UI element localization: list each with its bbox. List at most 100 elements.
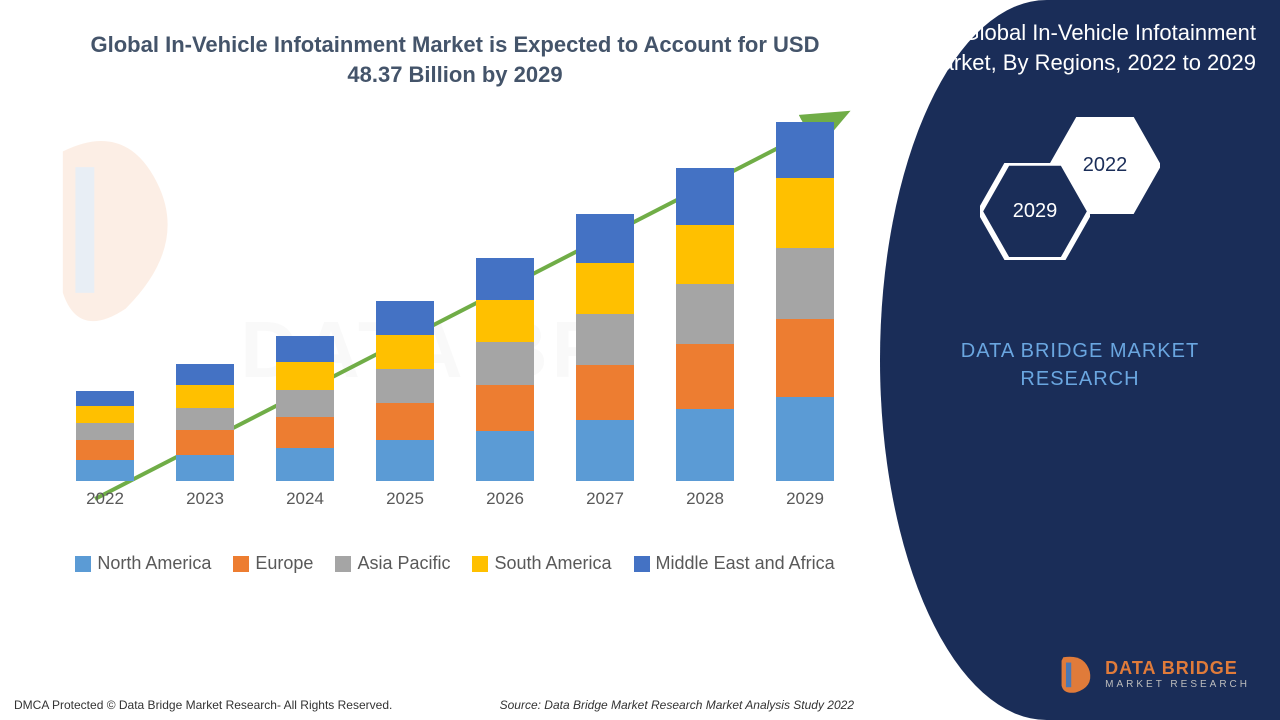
- logo-text-wrap: DATA BRIDGE MARKET RESEARCH: [1105, 658, 1250, 690]
- bar-group: 2026: [476, 258, 534, 509]
- brand-text: DATA BRIDGE MARKET RESEARCH: [880, 337, 1280, 393]
- x-axis-label: 2023: [186, 489, 224, 509]
- side-title: Global In-Vehicle Infotainment Market, B…: [880, 0, 1280, 77]
- legend-label: North America: [97, 553, 211, 574]
- legend-swatch: [335, 556, 351, 572]
- bar-segment: [776, 122, 834, 179]
- legend-swatch: [634, 556, 650, 572]
- bar-segment: [676, 344, 734, 409]
- hex-front-label: 2029: [1013, 200, 1058, 223]
- bar-segment: [576, 214, 634, 263]
- bar-segment: [276, 417, 334, 448]
- hex-back-label: 2022: [1083, 154, 1128, 177]
- bar: [676, 168, 734, 481]
- bar: [576, 214, 634, 481]
- bar-segment: [76, 440, 134, 459]
- footer-source: Source: Data Bridge Market Research Mark…: [500, 698, 854, 712]
- logo-icon: [1051, 652, 1095, 696]
- bar-segment: [76, 406, 134, 423]
- bar: [776, 122, 834, 481]
- bar-segment: [176, 408, 234, 430]
- bar-segment: [676, 168, 734, 225]
- bar-segment: [676, 225, 734, 285]
- bar-segment: [476, 431, 534, 482]
- bar-segment: [576, 365, 634, 421]
- footer: DMCA Protected © Data Bridge Market Rese…: [14, 698, 854, 712]
- bar-segment: [376, 403, 434, 440]
- bar-segment: [476, 342, 534, 384]
- bar-group: 2027: [576, 214, 634, 509]
- bars-container: 2022 2023 2024 2025 2026 2027 2028 2029: [55, 109, 855, 509]
- bar-group: 2025: [376, 301, 434, 509]
- bar: [376, 301, 434, 481]
- brand-line1: DATA BRIDGE MARKET: [961, 340, 1199, 362]
- chart-panel: DATA BRI Global In-Vehicle Infotainment …: [0, 0, 880, 720]
- legend-swatch: [233, 556, 249, 572]
- bar-segment: [176, 430, 234, 455]
- legend-item: Asia Pacific: [335, 553, 450, 574]
- bar-segment: [276, 336, 334, 363]
- bar-segment: [476, 385, 534, 431]
- bar-group: 2029: [776, 122, 834, 509]
- legend-label: South America: [494, 553, 611, 574]
- side-panel: Global In-Vehicle Infotainment Market, B…: [880, 0, 1280, 720]
- bar-segment: [176, 455, 234, 482]
- bar-segment: [176, 385, 234, 407]
- bar-segment: [776, 397, 834, 482]
- bar: [76, 391, 134, 482]
- bar-segment: [376, 369, 434, 403]
- bar-segment: [76, 391, 134, 407]
- bar-segment: [576, 314, 634, 365]
- legend-item: North America: [75, 553, 211, 574]
- x-axis-label: 2025: [386, 489, 424, 509]
- bar-segment: [776, 319, 834, 396]
- logo: DATA BRIDGE MARKET RESEARCH: [1051, 652, 1250, 696]
- legend-item: Europe: [233, 553, 313, 574]
- bar-segment: [676, 409, 734, 481]
- logo-subtext: MARKET RESEARCH: [1105, 679, 1250, 690]
- bar: [476, 258, 534, 481]
- brand-line2: RESEARCH: [1020, 368, 1139, 390]
- bar-group: 2022: [76, 391, 134, 510]
- bar-group: 2024: [276, 336, 334, 510]
- bar-segment: [576, 263, 634, 314]
- bar-segment: [476, 300, 534, 342]
- bar-segment: [176, 364, 234, 386]
- bar: [276, 336, 334, 482]
- x-axis-label: 2029: [786, 489, 824, 509]
- bar-segment: [76, 460, 134, 482]
- bar-segment: [376, 440, 434, 481]
- hex-front: 2029: [980, 163, 1090, 259]
- bar-segment: [676, 284, 734, 344]
- legend-label: Europe: [255, 553, 313, 574]
- chart-title: Global In-Vehicle Infotainment Market is…: [65, 30, 845, 89]
- x-axis-label: 2027: [586, 489, 624, 509]
- footer-copyright: DMCA Protected © Data Bridge Market Rese…: [14, 698, 392, 712]
- side-panel-bg: Global In-Vehicle Infotainment Market, B…: [880, 0, 1280, 720]
- bar-segment: [276, 448, 334, 481]
- bar: [176, 364, 234, 482]
- bar-segment: [76, 423, 134, 440]
- bar-group: 2028: [676, 168, 734, 509]
- hex-badges: 2022 2029: [880, 117, 1280, 317]
- x-axis-label: 2026: [486, 489, 524, 509]
- legend-label: Asia Pacific: [357, 553, 450, 574]
- logo-text: DATA BRIDGE: [1105, 658, 1250, 679]
- bar-segment: [376, 301, 434, 334]
- bar-segment: [776, 178, 834, 248]
- bar-segment: [576, 420, 634, 481]
- bar-segment: [276, 362, 334, 390]
- x-axis-label: 2024: [286, 489, 324, 509]
- legend-item: Middle East and Africa: [634, 553, 835, 574]
- bar-segment: [276, 390, 334, 418]
- x-axis-label: 2028: [686, 489, 724, 509]
- bar-group: 2023: [176, 364, 234, 510]
- chart-legend: North America Europe Asia Pacific South Ame…: [50, 553, 860, 574]
- x-axis-label: 2022: [86, 489, 124, 509]
- bar-segment: [776, 248, 834, 319]
- bar-segment: [476, 258, 534, 300]
- legend-label: Middle East and Africa: [656, 553, 835, 574]
- legend-item: South America: [472, 553, 611, 574]
- page-root: DATA BRI Global In-Vehicle Infotainment …: [0, 0, 1280, 720]
- legend-swatch: [75, 556, 91, 572]
